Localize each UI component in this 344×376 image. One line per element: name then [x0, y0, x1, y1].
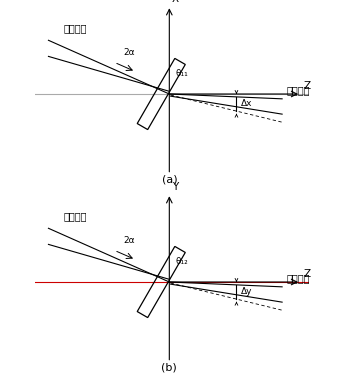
Text: (b): (b): [161, 363, 177, 373]
Text: θ₁₁: θ₁₁: [175, 69, 188, 78]
Text: 入射光束: 入射光束: [64, 24, 87, 33]
Text: 出射光束: 出射光束: [286, 86, 310, 96]
Text: Δy: Δy: [241, 287, 253, 296]
Text: X: X: [172, 0, 179, 4]
Text: Z: Z: [304, 269, 311, 279]
Text: Z: Z: [304, 81, 311, 91]
Text: (a): (a): [161, 175, 177, 185]
Text: Δx: Δx: [241, 99, 253, 108]
Text: 入射光束: 入射光束: [64, 212, 87, 221]
Text: Y: Y: [172, 182, 178, 192]
Text: θ₁₂: θ₁₂: [175, 257, 188, 266]
Text: 2α: 2α: [123, 48, 135, 57]
Text: 2α: 2α: [123, 236, 135, 245]
Text: 出射光束: 出射光束: [286, 274, 310, 284]
